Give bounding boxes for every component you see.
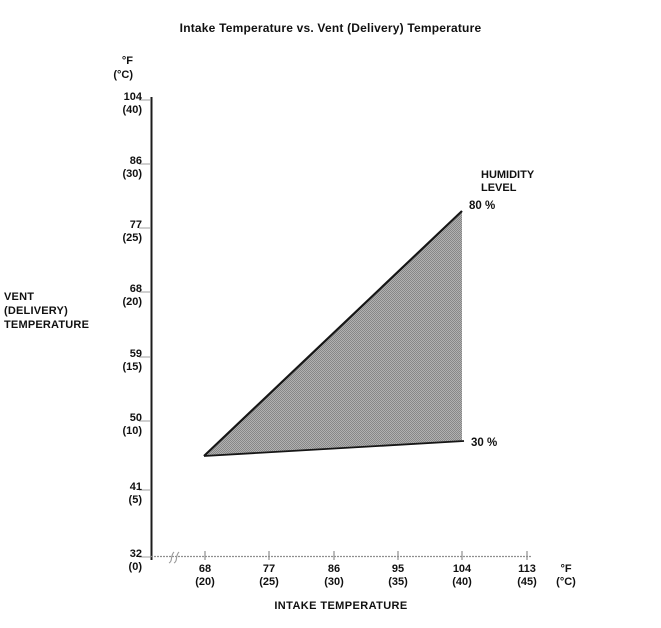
legend-title-line: LEVEL [481,182,517,194]
y-tick-f: 32 [129,548,142,560]
humidity-30-line [203,440,465,457]
x-tick-f: 77 [262,563,276,575]
y-tick-f: 68 [129,283,142,295]
x-tick-c: (35) [388,576,408,588]
x-tick-c: (25) [259,576,279,588]
y-tick-label-68: 68 (20) [92,283,142,309]
y-tick-f: 77 [129,219,142,231]
y-tick-f: 50 [129,412,142,424]
y-tick-c: (15) [122,361,142,373]
x-tick-f: 104 [452,563,472,575]
chart-title: Intake Temperature vs. Vent (Delivery) T… [179,21,482,35]
x-tick-label-113: 113 (45) [505,563,549,589]
y-tick-label-50: 50 (10) [92,412,142,438]
humidity-80-line [203,210,463,457]
x-tick-f: 95 [391,563,405,575]
y-axis-title: VENT (DELIVERY) TEMPERATURE [4,290,89,332]
x-tick-label-86: 86 (30) [312,563,356,589]
x-tick-c: (45) [517,576,537,588]
humidity-legend-title: HUMIDITY LEVEL [481,169,534,195]
y-axis-title-line: (DELIVERY) [4,305,68,317]
y-axis-title-line: TEMPERATURE [4,319,90,331]
y-tick-c: (40) [122,104,142,116]
y-tick-label-59: 59 (15) [92,348,142,374]
x-tick-f: 68 [198,563,212,575]
y-tick-c: (0) [128,561,142,573]
y-tick-c: (10) [122,425,142,437]
x-tick-label-104: 104 (40) [440,563,484,589]
y-unit-c: (°C) [113,69,133,81]
x-tick-c: (20) [195,576,215,588]
x-tick-f: 86 [327,563,341,575]
y-axis-title-line: VENT [4,291,35,303]
y-tick-label-86: 86 (30) [92,155,142,181]
x-tick-label-95: 95 (35) [376,563,420,589]
humidity-80-label: 80 % [469,200,496,212]
x-axis-break-icon [168,551,180,564]
x-axis-title: INTAKE TEMPERATURE [274,600,408,612]
y-tick-label-77: 77 (25) [92,219,142,245]
x-axis-unit-label: °F (°C) [544,563,588,589]
x-tick-c: (40) [452,576,472,588]
y-axis-unit-label: °F (°C) [88,54,133,82]
x-tick-c: (30) [324,576,344,588]
x-unit-f: °F [560,563,572,575]
x-axis-ticks [204,551,528,560]
y-tick-c: (30) [122,168,142,180]
x-unit-c: (°C) [556,576,576,588]
y-tick-label-104: 104 (40) [92,91,142,117]
humidity-30-label: 30 % [471,437,498,449]
y-tick-label-41: 41 (5) [92,481,142,507]
x-tick-f: 113 [518,563,536,575]
x-tick-label-68: 68 (20) [183,563,227,589]
y-tick-c: (20) [122,296,142,308]
y-tick-f: 59 [129,348,142,360]
legend-title-line: HUMIDITY [481,169,535,181]
y-tick-f: 104 [123,91,142,103]
y-tick-label-32: 32 (0) [92,548,142,574]
y-tick-c: (25) [122,232,142,244]
y-axis-ticks [139,99,150,558]
y-tick-c: (5) [128,494,142,506]
x-tick-label-77: 77 (25) [247,563,291,589]
y-tick-f: 41 [129,481,142,493]
y-unit-f: °F [121,55,133,67]
y-tick-f: 86 [129,155,142,167]
